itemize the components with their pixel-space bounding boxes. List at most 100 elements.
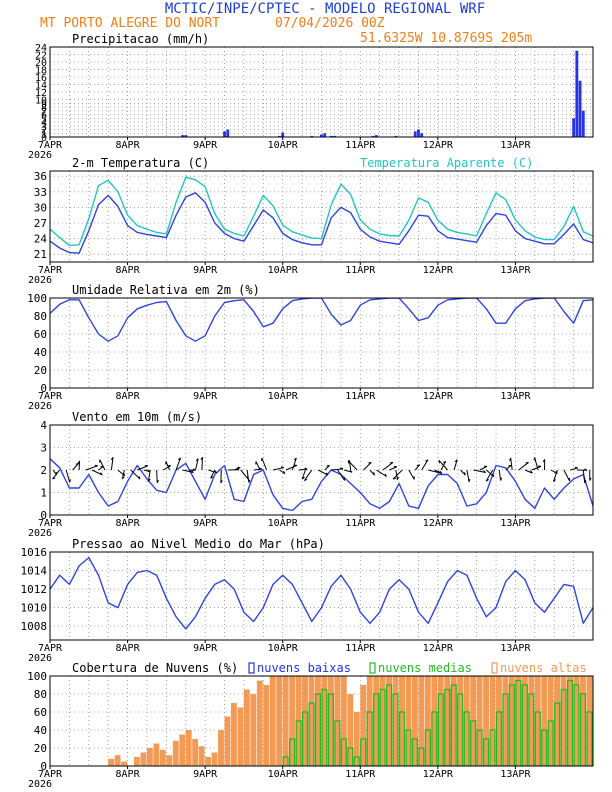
cloud-mid-bar (385, 684, 393, 766)
cloud-mid-bar (314, 693, 322, 766)
wind-arrow (201, 457, 203, 471)
x-tick-label: 10APR (268, 391, 299, 402)
y-tick-label: 36 (34, 170, 47, 183)
cloud-high-bar (308, 676, 315, 766)
cloud-mid-bar (528, 693, 535, 766)
cloud-high-bar (198, 746, 205, 766)
legend-label: nuvens medias (378, 661, 472, 675)
cloud-mid-bar (541, 729, 548, 766)
wind-arrow (272, 467, 284, 471)
wind-arrow (255, 461, 261, 471)
precip-bar (333, 135, 336, 137)
precip-bar (181, 135, 184, 137)
wind-arrow (331, 468, 344, 471)
y-tick-label: 33 (34, 186, 47, 199)
cloud-mid-bar (547, 720, 554, 766)
wind-arrow (85, 465, 98, 471)
wind-arrow-head (384, 473, 387, 477)
panel-frame (49, 170, 594, 263)
cloud-mid-bar (411, 738, 419, 766)
coords-label: 51.6325W 10.8769S 205m (360, 31, 532, 46)
precip-bar (329, 135, 333, 137)
series-line (50, 192, 593, 254)
wind-arrow (563, 469, 571, 482)
wind-arrow-head (121, 476, 125, 480)
cloud-high-bar (450, 676, 457, 766)
wind-arrow (253, 468, 263, 471)
x-tick-label: 10APR (268, 265, 299, 276)
wind-arrow-head (442, 460, 447, 464)
y-tick-label: 8 (41, 103, 47, 114)
x-year-label: 2026 (28, 401, 52, 412)
x-tick-label: 13APR (500, 265, 531, 276)
wind-arrow-head (210, 476, 214, 479)
wind-arrow (389, 466, 398, 471)
y-tick-label: 12 (35, 88, 47, 99)
cloud-high-bar (386, 676, 393, 766)
precip-bar (281, 132, 285, 137)
x-tick-label: 12APR (423, 140, 454, 151)
x-tick-label: 12APR (423, 643, 454, 654)
wind-arrow (524, 469, 533, 474)
wind-arrow-head (248, 479, 251, 483)
cloud-high-bar (146, 748, 153, 766)
y-tick-label: 1014 (21, 565, 48, 578)
precip-bar (226, 129, 230, 137)
series-line (50, 176, 593, 247)
wind-arrow-head (77, 460, 81, 464)
wind-arrow (65, 469, 71, 483)
wind-arrow (534, 457, 539, 471)
cloud-high-bar (231, 703, 237, 766)
y-tick-label: 0 (40, 760, 47, 773)
y-tick-label: 18 (35, 66, 47, 77)
wind-arrow-head (468, 478, 471, 483)
x-tick-label: 12APR (423, 769, 454, 780)
cloud-high-bar (140, 752, 147, 766)
x-tick-label: 8APR (116, 769, 141, 780)
location-label: MT PORTO ALEGRE DO NORT (40, 16, 220, 31)
x-tick-label: 10APR (268, 769, 299, 780)
wind-arrow-head (69, 479, 71, 483)
wind-arrow (438, 459, 448, 471)
wind-arrow (479, 465, 488, 471)
x-tick-label: 10APR (268, 518, 299, 529)
cloud-high-bar (528, 676, 535, 766)
y-tick-label: 7 (41, 107, 47, 118)
cloud-mid-bar (586, 711, 593, 766)
wind-arrow-head (485, 479, 489, 482)
wind-arrow-head (147, 469, 151, 473)
cloud-high-bar (134, 757, 140, 766)
y-tick-label: 20 (34, 742, 47, 755)
y-tick-label: 0 (41, 133, 47, 144)
cloud-high-bar (250, 694, 257, 766)
wind-arrow (72, 463, 80, 471)
wind-arrow (337, 469, 346, 481)
wind-arrow (376, 469, 387, 477)
cloud-high-bar (496, 676, 502, 766)
y-tick-label: 0 (40, 382, 47, 395)
run-label: 07/04/2026 00Z (275, 16, 385, 31)
y-tick-label: 4 (40, 419, 47, 432)
cloud-mid-bar (392, 693, 399, 766)
wind-arrow (121, 469, 125, 480)
wind-arrow-head (347, 460, 350, 464)
panel-3: 0 20 40 60 80 100 7APR 8APR 9APR 10APR 11APR 12APR 1… (27, 283, 594, 412)
precip-bar (581, 110, 585, 137)
cloud-mid-bar (463, 711, 470, 766)
wind-arrow-head (190, 470, 194, 473)
x-tick-label: 7APR (38, 769, 63, 780)
wind-arrow-head (340, 467, 344, 470)
wind-arrow (486, 469, 495, 478)
cloud-mid-bar (327, 693, 334, 766)
legend-swatch (369, 662, 376, 674)
x-tick-label: 12APR (423, 518, 454, 529)
wind-arrow-head (349, 469, 353, 473)
cloud-mid-bar (521, 684, 528, 766)
y-tick-label: 6 (41, 111, 47, 122)
wind-arrow (137, 465, 149, 471)
wind-arrow-head (589, 477, 592, 481)
y-tick-label: 3 (40, 442, 47, 455)
x-tick-label: 9APR (193, 391, 218, 402)
x-tick-label: 13APR (500, 391, 531, 402)
cloud-mid-bar (515, 679, 522, 766)
